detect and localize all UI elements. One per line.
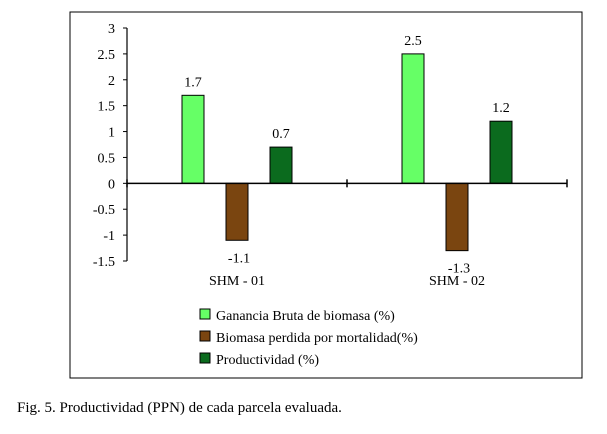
category-label: SHM - 02 [429, 274, 485, 289]
bar [225, 182, 249, 241]
figure-caption: Fig. 5. Productividad (PPN) de cada parc… [17, 400, 342, 416]
chart-frame [69, 11, 583, 379]
legend-swatch [199, 352, 211, 364]
data-label: 2.5 [404, 34, 422, 49]
y-tick-label: -1 [103, 229, 115, 244]
y-tick-label: -1.5 [93, 255, 115, 270]
data-label: -1.3 [448, 262, 470, 277]
data-label: -1.1 [228, 251, 250, 266]
bar [401, 53, 425, 184]
y-tick-label: -0.5 [93, 203, 115, 218]
x-axis [126, 179, 568, 188]
data-label: 1.2 [492, 101, 510, 116]
bar [181, 94, 205, 184]
legend-label: Ganancia Bruta de biomasa (%) [216, 309, 395, 324]
bar [489, 120, 513, 184]
bars: 1.7 2.5 -1.1 -1.3 0.7 1.2 [181, 34, 513, 277]
y-tick-label: 2 [108, 74, 115, 89]
bar [445, 182, 469, 252]
data-label: 0.7 [272, 127, 290, 142]
y-tick-label: 0 [108, 177, 115, 192]
y-tick-label: 1 [108, 126, 115, 141]
bar [269, 146, 293, 184]
legend-label: Productividad (%) [216, 353, 319, 368]
legend: Ganancia Bruta de biomasa (%) Biomasa per… [199, 308, 418, 368]
legend-swatch [199, 308, 211, 320]
y-axis: 3 2.5 2 1.5 1 0.5 0 -0.5 -1 -1.5 [93, 22, 128, 270]
data-label: 1.7 [184, 75, 202, 90]
y-tick-label: 3 [108, 22, 115, 37]
y-tick-label: 0.5 [98, 151, 116, 166]
y-tick-label: 2.5 [98, 48, 116, 63]
legend-swatch [199, 330, 211, 342]
category-labels: SHM - 01 SHM - 02 [209, 274, 485, 289]
legend-label: Biomasa perdida por mortalidad(%) [216, 331, 418, 346]
y-tick-label: 1.5 [98, 100, 116, 115]
category-label: SHM - 01 [209, 274, 265, 289]
